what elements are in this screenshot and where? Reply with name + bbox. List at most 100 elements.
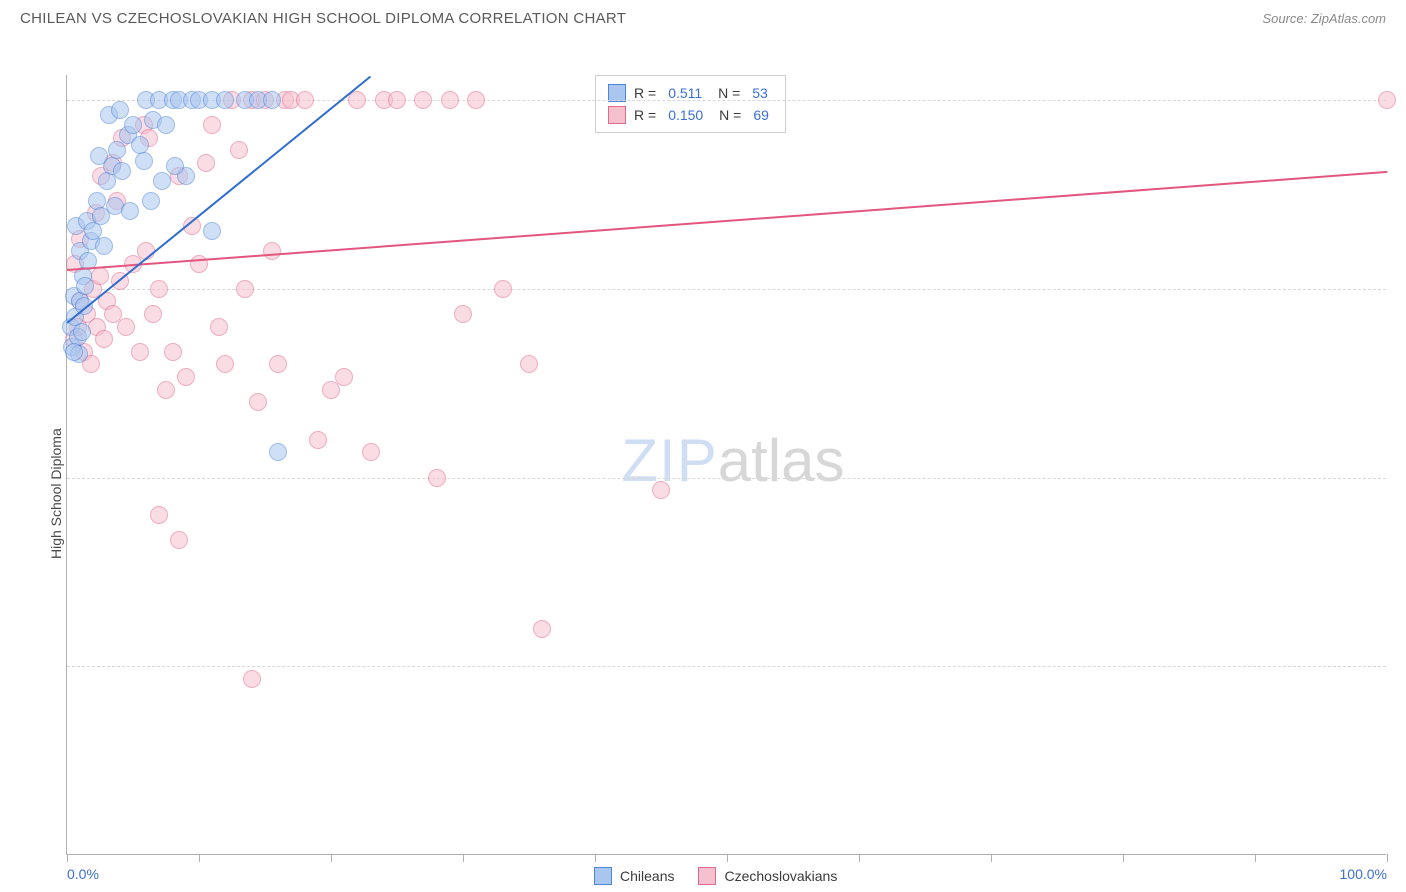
data-point bbox=[236, 280, 254, 298]
data-point bbox=[441, 91, 459, 109]
x-tick bbox=[1123, 854, 1124, 862]
data-point bbox=[65, 343, 83, 361]
series-legend-blue: Chileans bbox=[594, 867, 674, 885]
series-legend: Chileans Czechoslovakians bbox=[594, 867, 837, 885]
gridline bbox=[67, 478, 1386, 479]
x-tick bbox=[1387, 854, 1388, 862]
data-point bbox=[652, 481, 670, 499]
x-tick-label: 100.0% bbox=[1340, 866, 1387, 882]
data-point bbox=[467, 91, 485, 109]
legend-swatch-blue bbox=[594, 867, 612, 885]
data-point bbox=[1378, 91, 1396, 109]
legend-swatch-pink bbox=[698, 867, 716, 885]
data-point bbox=[494, 280, 512, 298]
data-point bbox=[414, 91, 432, 109]
data-point bbox=[157, 116, 175, 134]
x-tick bbox=[1255, 854, 1256, 862]
data-point bbox=[263, 242, 281, 260]
data-point bbox=[216, 91, 234, 109]
data-point bbox=[388, 91, 406, 109]
data-point bbox=[95, 237, 113, 255]
data-point bbox=[216, 355, 234, 373]
legend-row-pink: R = 0.150 N = 69 bbox=[608, 104, 773, 126]
data-point bbox=[269, 443, 287, 461]
series-label-blue: Chileans bbox=[620, 868, 674, 884]
data-point bbox=[203, 116, 221, 134]
data-point bbox=[249, 393, 267, 411]
data-point bbox=[197, 154, 215, 172]
data-point bbox=[157, 381, 175, 399]
x-tick bbox=[727, 854, 728, 862]
legend-r-blue: 0.511 bbox=[668, 85, 702, 101]
data-point bbox=[263, 91, 281, 109]
legend-r-label: R = bbox=[634, 107, 656, 123]
legend-n-label: N = bbox=[715, 107, 741, 123]
y-tick-label: 100.0% bbox=[1396, 92, 1406, 108]
data-point bbox=[309, 431, 327, 449]
data-point bbox=[210, 318, 228, 336]
y-tick-label: 92.5% bbox=[1396, 281, 1406, 297]
data-point bbox=[533, 620, 551, 638]
data-point bbox=[131, 343, 149, 361]
data-point bbox=[230, 141, 248, 159]
trend-line bbox=[67, 171, 1387, 271]
data-point bbox=[73, 323, 91, 341]
data-point bbox=[150, 506, 168, 524]
series-label-pink: Czechoslovakians bbox=[724, 868, 837, 884]
y-tick-label: 85.0% bbox=[1396, 470, 1406, 486]
plot-area: ZIPatlas R = 0.511 N = 53 R = 0.150 N = … bbox=[66, 75, 1386, 855]
watermark-atlas: atlas bbox=[718, 427, 845, 494]
data-point bbox=[296, 91, 314, 109]
correlation-legend: R = 0.511 N = 53 R = 0.150 N = 69 bbox=[595, 75, 786, 133]
legend-n-blue: 53 bbox=[752, 85, 768, 101]
gridline bbox=[67, 666, 1386, 667]
legend-swatch-pink bbox=[608, 106, 626, 124]
data-point bbox=[269, 355, 287, 373]
legend-r-pink: 0.150 bbox=[668, 107, 703, 123]
legend-r-label: R = bbox=[634, 85, 656, 101]
data-point bbox=[348, 91, 366, 109]
data-point bbox=[117, 318, 135, 336]
data-point bbox=[177, 368, 195, 386]
data-point bbox=[428, 469, 446, 487]
data-point bbox=[150, 280, 168, 298]
data-point bbox=[108, 141, 126, 159]
data-point bbox=[203, 222, 221, 240]
watermark-zip: ZIP bbox=[621, 427, 717, 494]
x-tick bbox=[463, 854, 464, 862]
data-point bbox=[520, 355, 538, 373]
data-point bbox=[190, 255, 208, 273]
gridline bbox=[67, 289, 1386, 290]
data-point bbox=[144, 305, 162, 323]
legend-n-pink: 69 bbox=[753, 107, 769, 123]
data-point bbox=[95, 330, 113, 348]
data-point bbox=[124, 116, 142, 134]
legend-n-label: N = bbox=[714, 85, 740, 101]
data-point bbox=[135, 152, 153, 170]
x-tick bbox=[199, 854, 200, 862]
data-point bbox=[243, 670, 261, 688]
y-axis-label: High School Diploma bbox=[48, 428, 64, 559]
y-tick-label: 77.5% bbox=[1396, 658, 1406, 674]
data-point bbox=[335, 368, 353, 386]
data-point bbox=[164, 343, 182, 361]
x-tick bbox=[859, 854, 860, 862]
data-point bbox=[166, 157, 184, 175]
data-point bbox=[454, 305, 472, 323]
x-tick bbox=[67, 854, 68, 862]
data-point bbox=[90, 147, 108, 165]
data-point bbox=[362, 443, 380, 461]
x-tick bbox=[991, 854, 992, 862]
data-point bbox=[113, 162, 131, 180]
data-point bbox=[153, 172, 171, 190]
data-point bbox=[111, 101, 129, 119]
x-tick bbox=[595, 854, 596, 862]
data-point bbox=[142, 192, 160, 210]
data-point bbox=[76, 277, 94, 295]
chart-title: CHILEAN VS CZECHOSLOVAKIAN HIGH SCHOOL D… bbox=[20, 10, 626, 27]
source-attribution: Source: ZipAtlas.com bbox=[1262, 11, 1386, 26]
series-legend-pink: Czechoslovakians bbox=[698, 867, 837, 885]
data-point bbox=[170, 531, 188, 549]
x-tick bbox=[331, 854, 332, 862]
data-point bbox=[121, 202, 139, 220]
